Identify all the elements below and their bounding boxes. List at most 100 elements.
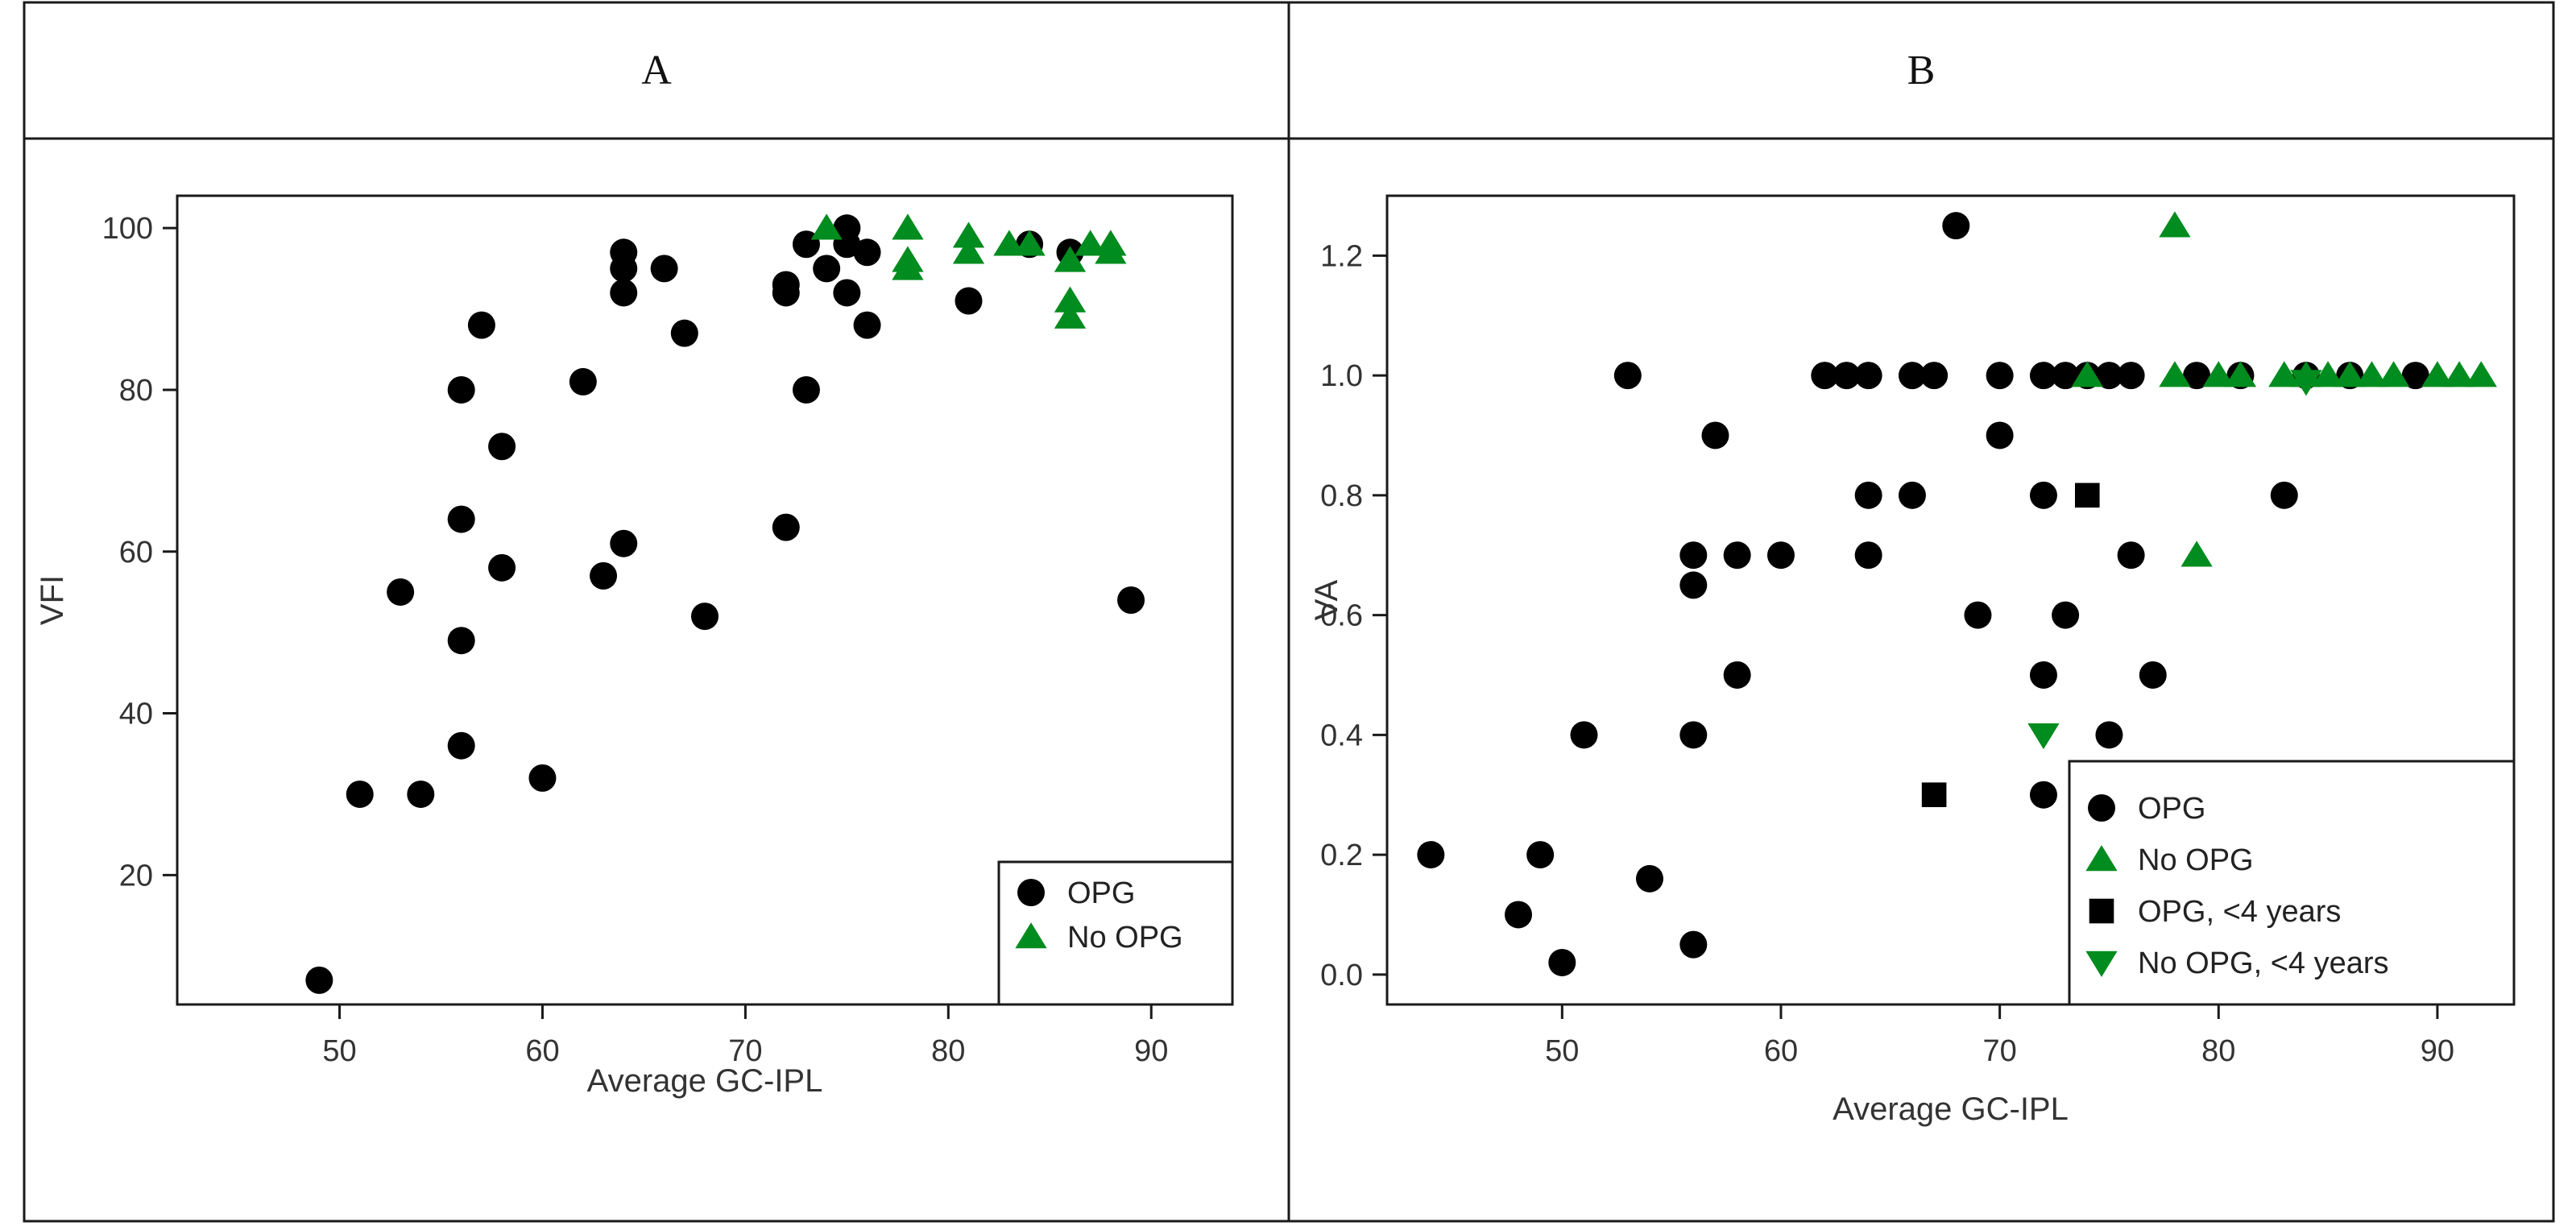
- legend-label: OPG: [1067, 876, 1135, 910]
- data-point-opg: [2139, 661, 2167, 689]
- data-point-opg: [407, 780, 435, 808]
- data-point-opg: [772, 279, 800, 307]
- data-point-no-opg: [2159, 211, 2191, 238]
- legend-label: No OPG: [1067, 921, 1183, 955]
- data-point-no-opg: [1054, 286, 1087, 313]
- data-point-opg: [833, 279, 861, 307]
- legend-label: No OPG, <4 years: [2138, 946, 2389, 980]
- legend-label: OPG, <4 years: [2138, 895, 2341, 929]
- x-tick-label: 60: [1764, 1034, 1798, 1068]
- x-tick-label: 80: [2201, 1034, 2235, 1068]
- data-point-opg: [305, 966, 333, 994]
- data-point-opg: [813, 255, 841, 283]
- data-point-opg: [670, 319, 698, 347]
- data-point-opg: [1417, 841, 1445, 869]
- data-point-opg: [569, 367, 597, 396]
- data-point-no-opg: [892, 213, 924, 240]
- data-point-opg: [1723, 661, 1751, 689]
- data-point-no-opg: [2159, 361, 2191, 387]
- data-point-opg: [1898, 481, 1926, 509]
- data-point-opg: [1898, 362, 1926, 390]
- data-point-opg: [2029, 661, 2057, 689]
- data-point-no-opg: [1075, 230, 1107, 256]
- data-point-opg: [772, 513, 800, 541]
- legend-box: [2068, 760, 2516, 1006]
- data-point-opg: [590, 561, 618, 590]
- y-tick-label: 0.0: [1320, 959, 1363, 992]
- data-point-opg: [1635, 864, 1663, 893]
- y-tick-label: 40: [119, 698, 153, 731]
- data-point-opg: [1811, 362, 1839, 390]
- data-point-opg: [2029, 362, 2057, 390]
- data-point-opg: [853, 311, 881, 339]
- data-point-opg: [691, 603, 719, 631]
- legend-marker: [2085, 951, 2118, 977]
- data-point-opg: [1679, 541, 1708, 570]
- data-point-opg: [650, 255, 678, 283]
- x-tick-label: 50: [322, 1034, 356, 1068]
- data-point-opg: [1986, 362, 2014, 390]
- y-tick-label: 1.0: [1320, 359, 1363, 393]
- data-point-opg: [610, 279, 638, 307]
- legend-marker: [2088, 794, 2115, 822]
- data-point-opg: [1964, 601, 1992, 629]
- x-tick-label: 70: [728, 1034, 762, 1068]
- data-point-no-opg: [892, 254, 924, 280]
- legend-marker: [2089, 898, 2114, 924]
- chart-b: 50 60 70 80 90 0.0 0.2 0.4 0.6 0.8 1.0 1.2 Average G…: [1309, 194, 2516, 1127]
- x-tick-label: 90: [2421, 1034, 2454, 1068]
- data-point-no-opg: [993, 230, 1025, 256]
- data-point-no-opg: [952, 238, 985, 264]
- legend-marker: [2085, 845, 2118, 872]
- data-point-opg: [1117, 586, 1145, 614]
- data-point-opg: [447, 505, 475, 533]
- x-tick-label: 90: [1134, 1034, 1168, 1068]
- x-axis-title: Average GC-IPL: [587, 1063, 823, 1099]
- data-point-opg: [1613, 362, 1642, 390]
- data-point-opg: [1920, 362, 1949, 390]
- y-tick-label: 0.6: [1320, 599, 1363, 633]
- y-axis-title: VA: [1309, 579, 1344, 620]
- data-point-no-opg: [810, 213, 843, 240]
- data-point-opg: [1679, 571, 1708, 599]
- data-point-opg: [792, 375, 820, 404]
- data-point-opg: [2029, 781, 2057, 809]
- data-point-no-opg: [2312, 361, 2344, 387]
- data-point-opg: [2029, 481, 2057, 509]
- data-point-opg: [1766, 541, 1795, 570]
- plot-frame: [176, 194, 1234, 1006]
- y-tick-label: 100: [102, 212, 153, 246]
- y-tick-label: 0.4: [1320, 719, 1363, 752]
- y-tick-label: 0.8: [1320, 479, 1363, 513]
- data-point-opg: [387, 578, 415, 606]
- data-point-opg-4-years: [1921, 782, 1947, 808]
- data-point-no-opg: [2180, 541, 2213, 567]
- data-point-no-opg: [2465, 361, 2497, 387]
- legend-marker: [1017, 879, 1045, 906]
- legend-marker: [1015, 922, 1047, 949]
- chart-a: 50 60 70 80 90 20 40 60 80 100 Average GC-IPL VFI OP…: [35, 194, 1234, 1099]
- plot-frame: [1385, 194, 2516, 1006]
- data-point-opg: [1854, 541, 1882, 570]
- data-point-opg: [610, 529, 638, 557]
- data-point-opg: [1679, 721, 1708, 749]
- data-point-no-opg: [2334, 361, 2366, 387]
- x-tick-label: 60: [525, 1034, 559, 1068]
- data-point-no-opg: [2224, 361, 2257, 387]
- data-point-no-opg-4-years: [2027, 723, 2060, 750]
- data-point-no-opg: [952, 222, 985, 248]
- data-point-opg-4-years: [2074, 483, 2100, 508]
- data-point-opg: [447, 627, 475, 655]
- data-point-opg: [1504, 901, 1532, 929]
- x-tick-label: 70: [1982, 1034, 2016, 1068]
- data-point-no-opg: [2071, 361, 2103, 387]
- data-point-no-opg: [2202, 361, 2234, 387]
- y-axis-title: VFI: [35, 575, 70, 625]
- data-point-opg: [528, 764, 557, 792]
- data-point-opg: [1723, 541, 1751, 570]
- data-point-opg: [488, 433, 516, 461]
- data-point-opg: [1701, 421, 1729, 449]
- data-point-opg: [2117, 541, 2145, 570]
- legend-label: OPG: [2138, 792, 2205, 826]
